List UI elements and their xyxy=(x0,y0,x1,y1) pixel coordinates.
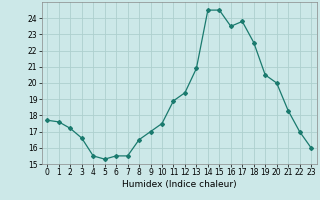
X-axis label: Humidex (Indice chaleur): Humidex (Indice chaleur) xyxy=(122,180,236,189)
